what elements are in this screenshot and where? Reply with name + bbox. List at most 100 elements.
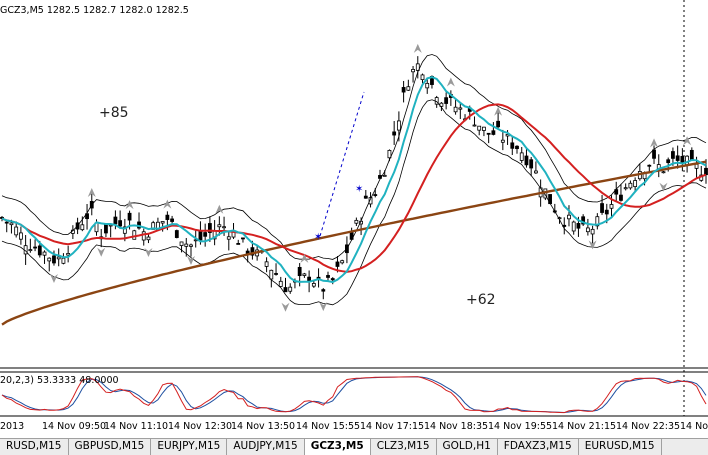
candle	[619, 183, 623, 202]
candle	[652, 145, 656, 164]
candle	[226, 231, 231, 251]
candle	[302, 272, 307, 278]
ma-slow-line	[1, 160, 707, 326]
fractal-up-arrow	[125, 200, 134, 210]
candle	[392, 121, 397, 145]
candle	[633, 177, 638, 193]
candle	[571, 220, 576, 235]
candle	[472, 116, 477, 127]
candle	[458, 102, 463, 119]
tab-eurusd-m15[interactable]: EURUSD,M15	[578, 439, 662, 455]
annotation-plus85: +85	[99, 105, 129, 121]
candle	[52, 250, 56, 266]
candle	[477, 125, 482, 136]
time-label: 14 Nov 13:50	[231, 421, 295, 432]
candle	[510, 136, 515, 156]
fractal-up-arrow	[683, 136, 692, 146]
fractal-down-arrow	[186, 255, 195, 265]
tab-rusd-m15[interactable]: RUSD,M15	[0, 439, 69, 455]
candle	[567, 205, 571, 227]
fractal-down-arrow	[659, 182, 668, 192]
candle	[595, 213, 600, 230]
candle	[278, 276, 283, 287]
candle	[85, 203, 89, 230]
candle	[4, 221, 9, 233]
tab-gbpusd-m15[interactable]: GBPUSD,M15	[68, 439, 152, 455]
candle	[354, 217, 359, 226]
candle	[33, 239, 37, 252]
time-label: 14 Nov	[680, 421, 708, 432]
fractal-down-arrow	[97, 247, 106, 257]
candle	[141, 228, 146, 246]
candle	[425, 77, 430, 94]
candle	[288, 283, 293, 294]
candle	[56, 248, 61, 267]
tab-eurjpy-m15[interactable]: EURJPY,M15	[151, 439, 228, 455]
fractal-up-arrow	[650, 138, 659, 148]
candle	[534, 161, 538, 174]
stochastic-panel	[1, 376, 707, 414]
candle	[496, 110, 501, 130]
time-label: 14 Nov 15:55	[296, 421, 360, 432]
candle	[600, 194, 604, 215]
indicator-header: 20,2,3) 53.3333 48.0000	[0, 375, 119, 386]
candle	[519, 146, 524, 164]
time-label: 14 Nov 21:15	[552, 421, 616, 432]
candle	[174, 229, 179, 239]
ma-mid-line	[1, 103, 707, 273]
tab-fdaxz3-m15[interactable]: FDAXZ3,M15	[497, 439, 579, 455]
candle	[66, 245, 71, 263]
candle	[647, 164, 652, 173]
candle	[491, 122, 496, 136]
candle	[132, 229, 137, 240]
chart-header: GCZ3,M5 1282.5 1282.7 1282.0 1282.5	[0, 5, 189, 16]
candle	[675, 145, 680, 169]
candle	[146, 234, 151, 244]
candle	[628, 180, 633, 190]
candle	[18, 226, 23, 245]
time-label: 14 Nov 12:30	[168, 421, 232, 432]
candle	[28, 238, 33, 253]
candle	[500, 129, 505, 151]
candle	[42, 250, 47, 264]
tab-clz3-m15[interactable]: CLZ3,M15	[370, 439, 437, 455]
candle	[217, 216, 222, 236]
candle	[581, 214, 586, 227]
candle	[340, 259, 345, 265]
candle	[420, 73, 425, 84]
tab-audjpy-m15[interactable]: AUDJPY,M15	[227, 439, 305, 455]
candle	[444, 92, 449, 110]
candle	[118, 210, 123, 230]
envelope-lower	[1, 99, 707, 306]
fractal-up-arrow	[215, 204, 224, 214]
trend-line	[319, 91, 365, 237]
candle	[326, 271, 330, 282]
trend-line-marker: ✶	[355, 184, 363, 195]
trend-line-marker: ✶	[314, 232, 322, 243]
envelope-upper	[1, 54, 707, 260]
stochastic-main-line	[1, 376, 707, 414]
candle	[401, 80, 406, 103]
candle	[529, 157, 534, 177]
candle	[453, 98, 458, 115]
candle	[411, 66, 415, 83]
tab-gold-h1[interactable]: GOLD,H1	[436, 439, 498, 455]
price-chart[interactable]: ✶ ✶ +85 +62 GCZ3,M5 1282.5 1282.7 1282.0…	[0, 0, 708, 438]
time-label: 14 Nov 17:15	[360, 421, 424, 432]
tab-gcz3-m5[interactable]: GCZ3,M5	[304, 439, 371, 455]
candle	[236, 239, 241, 245]
candle	[203, 223, 208, 247]
fractal-up-arrow	[300, 253, 309, 263]
candle	[415, 56, 420, 79]
candle	[482, 126, 486, 137]
fractal-down-arrow	[319, 302, 328, 312]
candle	[47, 257, 52, 272]
time-axis: 2013 14 Nov 09:50 14 Nov 11:10 14 Nov 12…	[0, 421, 708, 432]
candle	[241, 237, 245, 243]
candle	[585, 218, 590, 236]
stochastic-signal-line	[1, 376, 707, 414]
ma-fast-line	[1, 76, 707, 284]
candle	[406, 79, 411, 91]
time-label: 14 Nov 18:35	[424, 421, 488, 432]
envelope-bands	[1, 54, 707, 306]
